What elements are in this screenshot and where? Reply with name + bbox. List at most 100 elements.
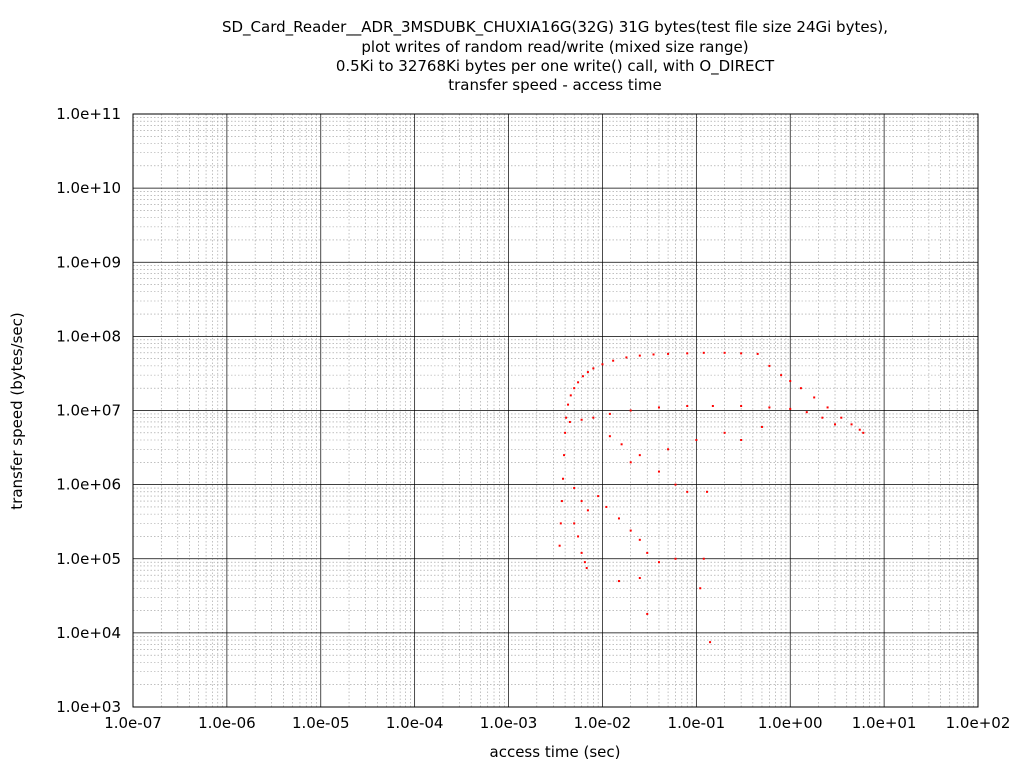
- data-point: [581, 375, 584, 378]
- data-point: [760, 425, 763, 428]
- x-tick-labels: 1.0e-07 1.0e-06 1.0e-05 1.0e-04 1.0e-03 1.0e-…: [104, 714, 1010, 732]
- data-point: [638, 576, 641, 579]
- title-line-2: plot writes of random read/write (mixed …: [361, 38, 748, 56]
- data-point: [756, 352, 759, 355]
- data-point: [580, 500, 583, 503]
- x-tick-label: 1.0e-05: [292, 714, 350, 732]
- y-tick-label: 1.0e+07: [56, 402, 121, 420]
- data-point: [568, 420, 571, 423]
- grid: [132, 113, 979, 708]
- data-point: [702, 351, 705, 354]
- data-point: [813, 396, 816, 399]
- data-point: [561, 477, 564, 480]
- data-point: [740, 438, 743, 441]
- data-point: [563, 454, 566, 457]
- data-point: [711, 405, 714, 408]
- data-point: [646, 551, 649, 554]
- data-point: [638, 354, 641, 357]
- y-tick-label: 1.0e+05: [56, 550, 121, 568]
- data-point: [583, 561, 586, 564]
- data-point: [560, 500, 563, 503]
- data-point: [608, 412, 611, 415]
- data-point: [617, 517, 620, 520]
- data-point: [799, 387, 802, 390]
- x-tick-label: 1.0e-04: [386, 714, 444, 732]
- data-point: [862, 431, 865, 434]
- data-point: [709, 641, 712, 644]
- data-point: [580, 551, 583, 554]
- data-point: [840, 416, 843, 419]
- y-tick-label: 1.0e+08: [56, 327, 121, 345]
- data-point: [592, 367, 595, 370]
- y-tick-label: 1.0e+09: [56, 253, 121, 271]
- data-point: [586, 509, 589, 512]
- data-point: [577, 535, 580, 538]
- x-tick-label: 1.0e-02: [574, 714, 632, 732]
- data-point: [702, 557, 705, 560]
- data-point: [768, 364, 771, 367]
- title-line-3: 0.5Ki to 32768Ki bytes per one write() c…: [336, 57, 775, 76]
- data-point: [567, 403, 570, 406]
- data-point: [605, 505, 608, 508]
- y-tick-label: 1.0e+03: [56, 698, 121, 716]
- data-point: [686, 352, 689, 355]
- y-tick-labels: 1.0e+03 1.0e+04 1.0e+05 1.0e+06 1.0e+07 1.0e+…: [56, 105, 121, 716]
- data-point: [686, 490, 689, 493]
- data-point: [585, 567, 588, 570]
- data-point: [597, 495, 600, 498]
- data-point: [706, 490, 709, 493]
- data-point: [629, 461, 632, 464]
- data-point: [638, 454, 641, 457]
- data-point: [657, 561, 660, 564]
- data-point: [573, 387, 576, 390]
- data-point: [789, 407, 792, 410]
- data-point: [821, 416, 824, 419]
- data-point: [826, 406, 829, 409]
- plot-frame: [132, 113, 979, 708]
- y-tick-label: 1.0e+04: [56, 624, 121, 642]
- data-point: [620, 443, 623, 446]
- y-tick-label: 1.0e+10: [56, 179, 121, 197]
- data-point: [646, 612, 649, 615]
- chart-title: SD_Card_Reader__ADR_3MSDUBK_CHUXIA16G(32…: [222, 18, 888, 94]
- x-tick-label: 1.0e-01: [668, 714, 726, 732]
- title-line-1: SD_Card_Reader__ADR_3MSDUBK_CHUXIA16G(32…: [222, 18, 888, 37]
- data-point: [625, 356, 628, 359]
- data-point: [850, 423, 853, 426]
- data-point: [657, 470, 660, 473]
- data-point: [612, 359, 615, 362]
- y-tick-label: 1.0e+11: [56, 105, 121, 123]
- data-point: [586, 371, 589, 374]
- x-tick-label: 1.0e-03: [480, 714, 538, 732]
- data-point: [699, 587, 702, 590]
- data-point: [768, 406, 771, 409]
- data-point: [686, 405, 689, 408]
- data-point: [805, 411, 808, 414]
- data-point: [629, 409, 632, 412]
- title-line-4: transfer speed - access time: [448, 76, 661, 94]
- data-points: [558, 351, 865, 644]
- data-point: [558, 544, 561, 547]
- data-point: [789, 380, 792, 383]
- data-point: [723, 351, 726, 354]
- data-point: [657, 406, 660, 409]
- data-point: [674, 483, 677, 486]
- data-point: [565, 416, 568, 419]
- data-point: [573, 522, 576, 525]
- y-tick-label: 1.0e+06: [56, 476, 121, 494]
- x-axis-label: access time (sec): [490, 743, 621, 761]
- data-point: [740, 405, 743, 408]
- data-point: [592, 416, 595, 419]
- data-point: [629, 529, 632, 532]
- data-point: [674, 557, 677, 560]
- data-point: [601, 363, 604, 366]
- data-point: [667, 352, 670, 355]
- data-point: [564, 431, 567, 434]
- data-point: [638, 538, 641, 541]
- data-point: [695, 438, 698, 441]
- data-point: [577, 381, 580, 384]
- data-point: [569, 394, 572, 397]
- data-point: [652, 353, 655, 356]
- data-point: [858, 428, 861, 431]
